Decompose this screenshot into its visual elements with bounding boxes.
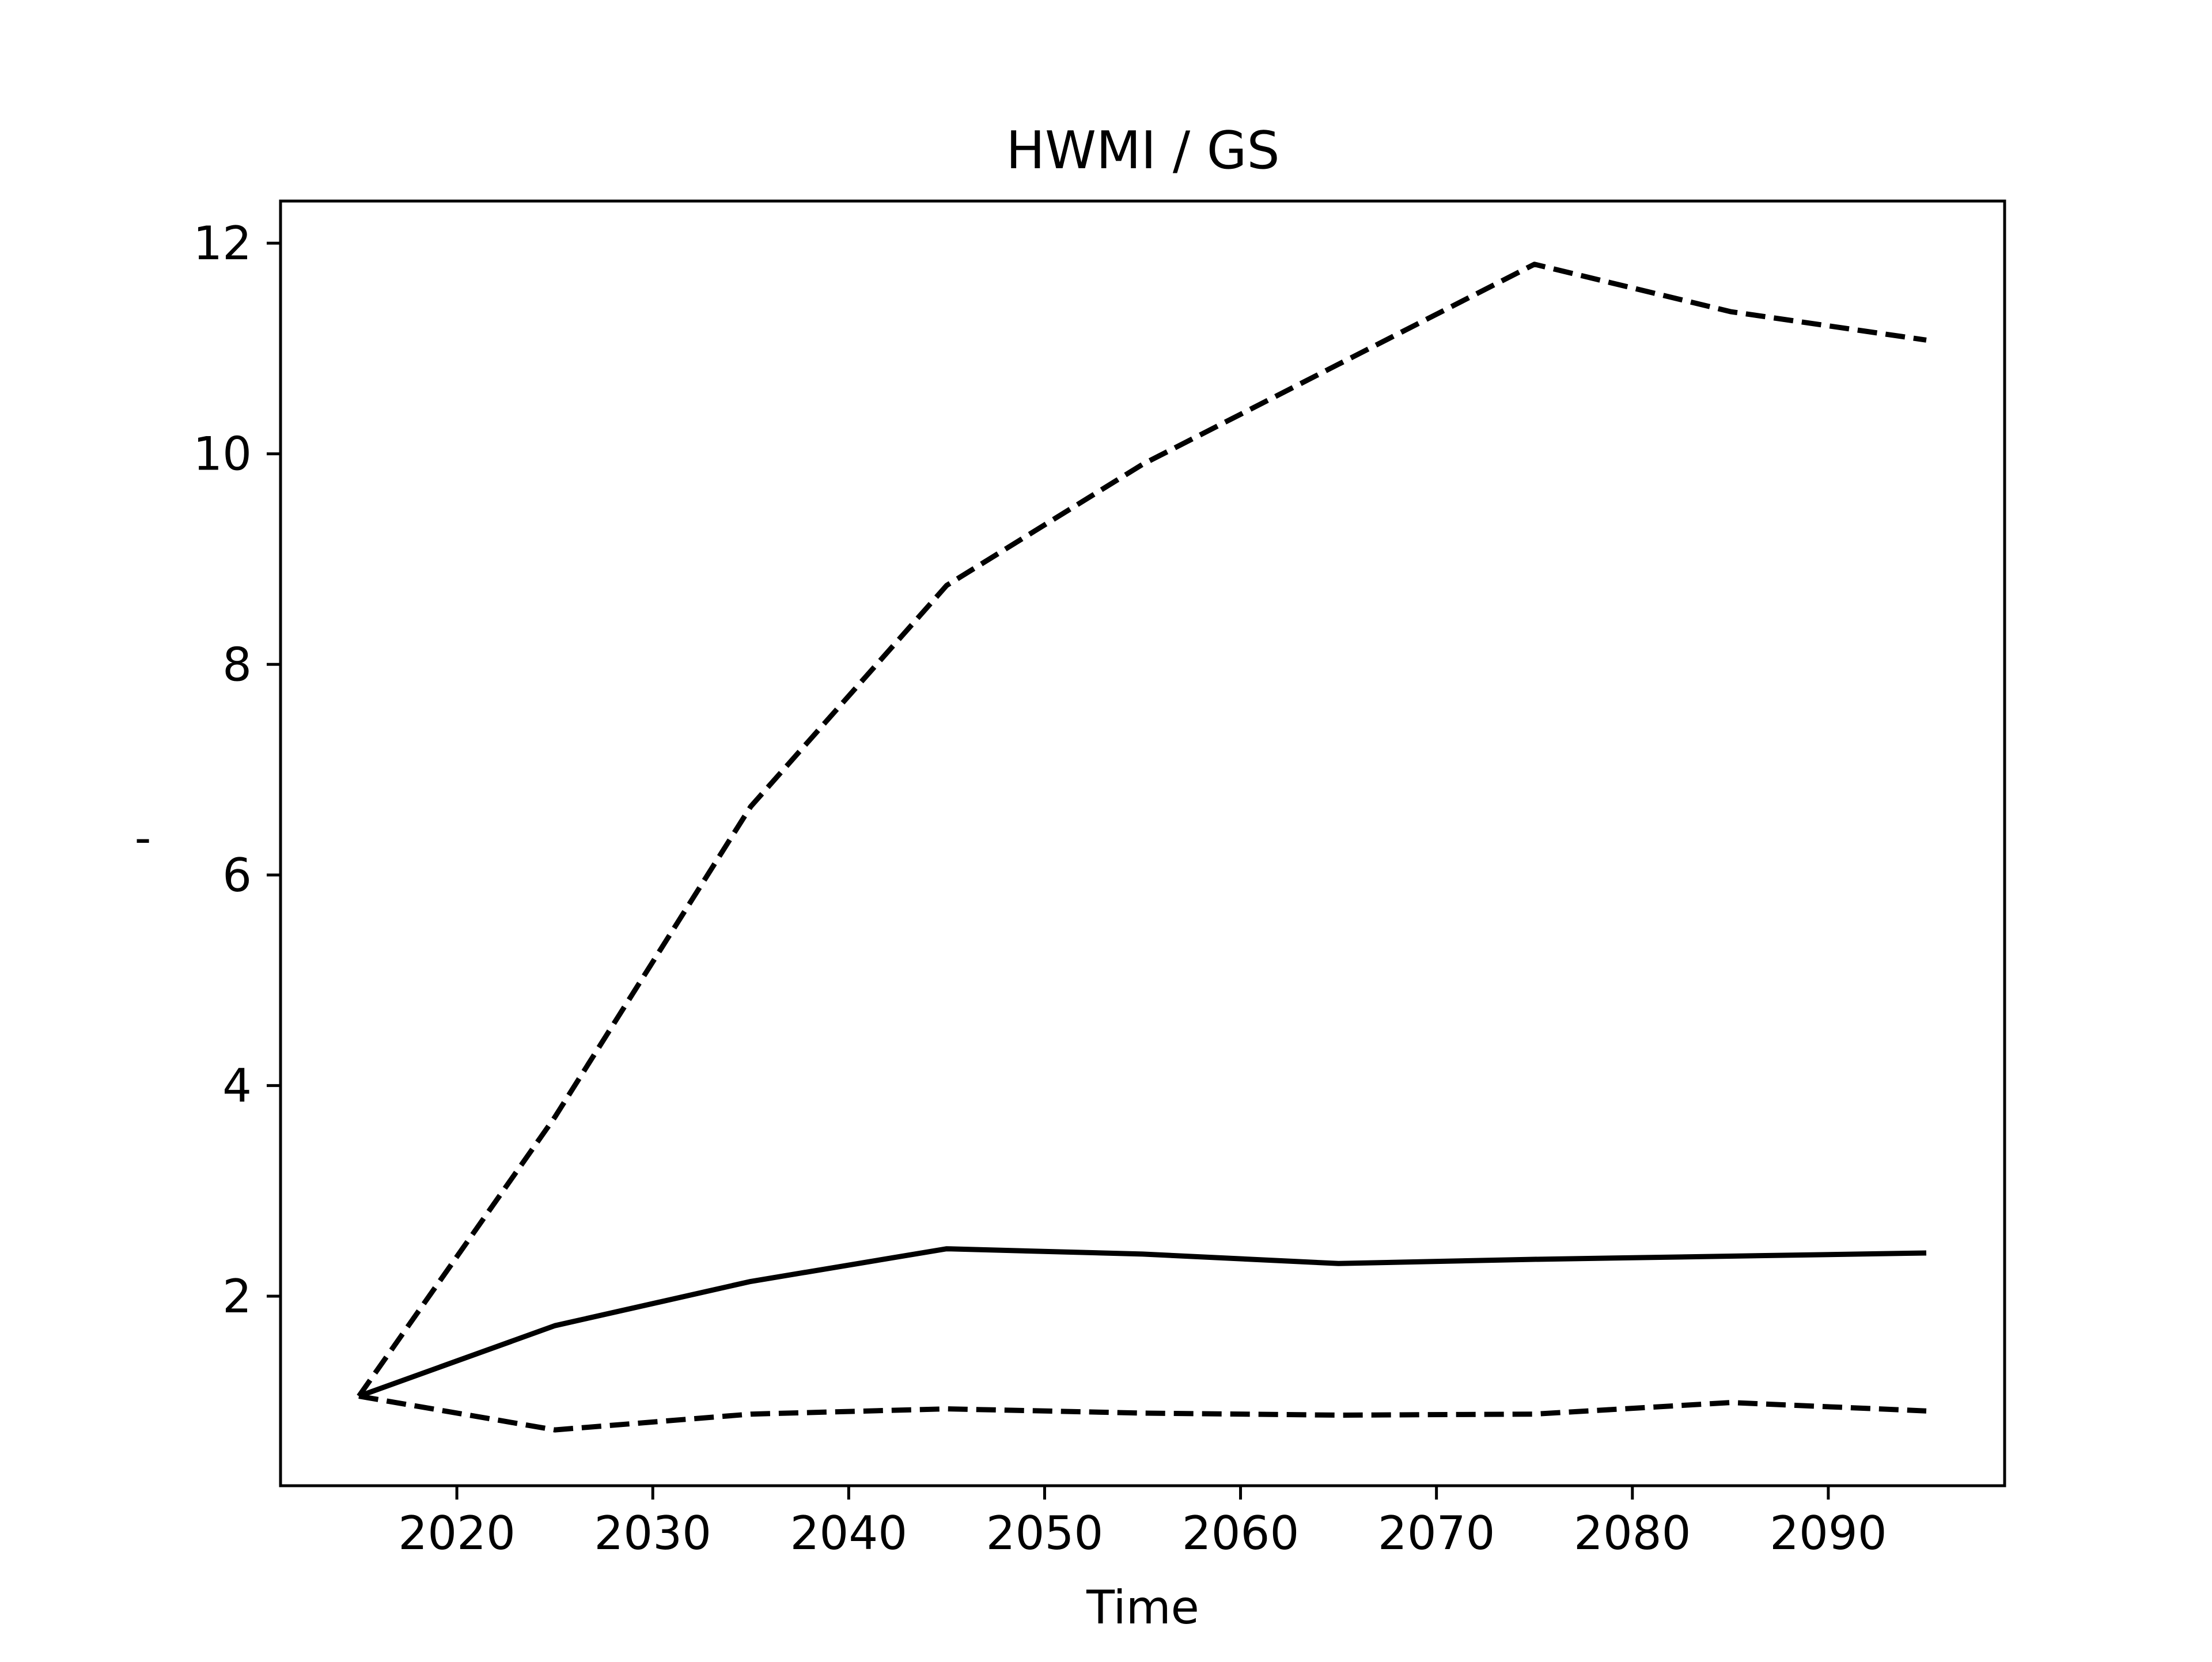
x-tick-label: 2060 — [1182, 1506, 1300, 1560]
plot-frame — [279, 199, 2006, 1487]
y-tick-label: 8 — [222, 638, 252, 691]
x-tick-label: 2040 — [790, 1506, 908, 1560]
x-tick-label: 2050 — [986, 1506, 1104, 1560]
y-axis-label: - — [135, 811, 151, 865]
y-tick-label: 6 — [222, 849, 252, 902]
x-axis-label: Time — [1086, 1581, 1199, 1634]
series-line-3 — [358, 1394, 1927, 1433]
y-axis-ticks: 2 4 6 8 10 12 — [193, 217, 281, 1323]
x-tick-label: 2080 — [1574, 1506, 1691, 1560]
series-line-1 — [358, 1246, 1927, 1399]
series-line-2 — [357, 262, 1927, 1398]
chart-title: HWMI / GS — [1006, 120, 1279, 181]
x-tick-label: 2030 — [594, 1506, 711, 1560]
y-tick-label: 4 — [222, 1059, 252, 1112]
plot-area — [357, 262, 1927, 1433]
x-tick-label: 2020 — [398, 1506, 516, 1560]
x-tick-label: 2070 — [1378, 1506, 1495, 1560]
y-tick-label: 2 — [222, 1270, 252, 1323]
y-tick-label: 12 — [193, 217, 252, 270]
y-tick-label: 10 — [193, 427, 252, 481]
x-tick-label: 2090 — [1770, 1506, 1887, 1560]
x-axis-ticks: 2020 2030 2040 2050 2060 2070 2080 2090 — [398, 1486, 1887, 1560]
